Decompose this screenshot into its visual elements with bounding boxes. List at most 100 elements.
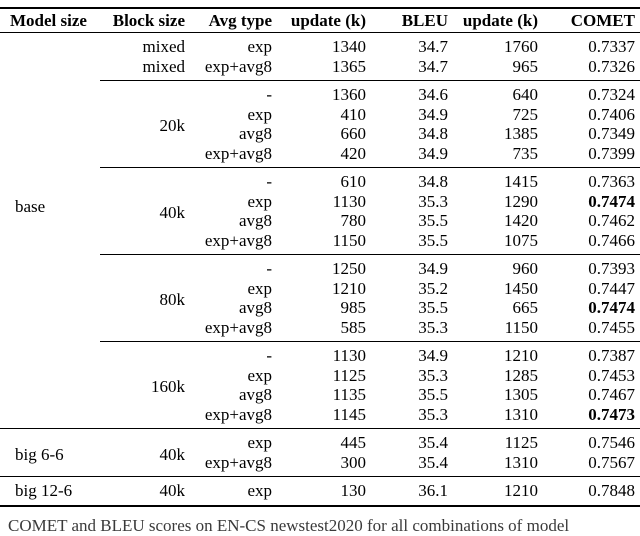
cell-update-comet: 1450 [504,278,538,298]
cell-avg: avg8 [238,298,272,317]
table-row: exp 410 34.9 725 0.7406 [0,105,640,125]
cell-avg: exp [247,278,272,298]
cell-bleu: 34.9 [372,254,452,279]
cell-model: big 12-6 [0,476,100,507]
cell-avg: exp [247,191,272,211]
cell-comet: 0.7387 [542,341,640,366]
cell-bleu: 35.3 [418,404,448,424]
cell-update-comet: 1420 [504,211,538,230]
cell-comet: 0.7349 [588,124,635,143]
cell-block: mixed [142,37,186,56]
cell-update-comet: 1385 [504,124,538,143]
cell-bleu: 35.3 [418,191,448,211]
table-row: mixed exp+avg8 1365 34.7 965 0.7326 [0,57,640,81]
cell-bleu: 34.6 [372,80,452,105]
cell-avg: - [195,167,280,192]
cell-update-bleu: 1135 [332,385,366,404]
table-row: avg8 660 34.8 1385 0.7349 [0,124,640,144]
cell-comet-best: 0.7474 [588,191,635,211]
cell-bleu: 34.7 [418,37,448,56]
cell-update-bleu: 1210 [332,278,366,298]
cell-update-bleu: 1360 [280,80,372,105]
cell-comet: 0.7399 [588,143,635,163]
cell-update-comet: 1310 [504,404,538,424]
cell-update-bleu: 585 [340,317,367,337]
table-row: 160k - 1130 34.9 1210 0.7387 [0,341,640,429]
cell-update-comet: 1290 [504,191,538,211]
table-row: avg8 780 35.5 1420 0.7462 [0,211,640,231]
cell-update-bleu: 985 [340,298,367,317]
cell-bleu: 36.1 [372,476,452,507]
cell-avg: exp [247,104,272,124]
cell-update-comet: 1310 [504,452,538,472]
cell-update-comet: 665 [512,298,539,317]
cell-update-bleu: 130 [280,476,372,507]
col-header-model-size: Model size [0,8,100,33]
cell-comet: 0.7337 [588,37,635,56]
cell-update-comet: 1125 [452,428,542,453]
cell-bleu: 35.4 [418,452,448,472]
cell-avg: exp [247,365,272,385]
cell-avg: - [195,254,280,279]
cell-update-bleu: 1365 [332,56,366,76]
header-row: Model size Block size Avg type update (k… [0,8,640,33]
cell-bleu: 35.5 [418,385,448,404]
cell-avg: - [195,341,280,366]
cell-update-comet: 1760 [504,37,538,56]
cell-comet: 0.7447 [588,278,635,298]
table-row: 40k - 610 34.8 1415 0.7363 [0,167,640,255]
cell-avg: exp+avg8 [204,230,272,250]
cell-update-bleu: 300 [340,452,367,472]
cell-update-comet: 640 [452,80,542,105]
table-row: exp+avg8 1150 35.5 1075 0.7466 [0,231,640,255]
cell-update-comet: 1305 [504,385,538,404]
cell-avg: exp+avg8 [204,404,272,424]
cell-comet: 0.7326 [588,56,635,76]
cell-avg: avg8 [238,124,272,143]
cell-update-comet: 725 [512,104,539,124]
table-row: avg8 985 35.5 665 0.7474 [0,298,640,318]
table-row: 20k - 1360 34.6 640 0.7324 [0,80,640,168]
cell-avg: exp+avg8 [204,452,272,472]
cell-comet: 0.7462 [588,211,635,230]
cell-bleu: 35.3 [418,365,448,385]
cell-comet: 0.7467 [588,385,635,404]
table-row: exp 1125 35.3 1285 0.7453 [0,366,640,386]
col-header-bleu: BLEU [372,8,452,33]
cell-bleu: 34.9 [418,104,448,124]
table-row: exp+avg8 300 35.4 1310 0.7567 [0,453,640,477]
cell-comet: 0.7363 [542,167,640,192]
cell-update-comet: 1285 [504,365,538,385]
cell-model: base [0,33,100,429]
cell-comet: 0.7406 [588,104,635,124]
results-table: Model size Block size Avg type update (k… [0,7,640,507]
cell-update-bleu: 1125 [332,365,366,385]
cell-bleu: 34.8 [418,124,448,143]
cell-update-comet: 1210 [452,341,542,366]
cell-update-bleu: 1130 [280,341,372,366]
table-row: exp+avg8 420 34.9 735 0.7399 [0,144,640,168]
cell-comet: 0.7567 [588,452,635,472]
cell-bleu: 35.3 [418,317,448,337]
col-header-comet: COMET [542,8,640,33]
cell-comet: 0.7546 [542,428,640,453]
cell-bleu: 35.5 [418,298,448,317]
cell-comet: 0.7453 [588,365,635,385]
table-row: exp+avg8 1145 35.3 1310 0.7473 [0,405,640,429]
cell-update-comet: 1210 [452,476,542,507]
cell-update-bleu: 410 [340,104,367,124]
cell-block: 160k [100,341,195,429]
cell-bleu: 34.8 [372,167,452,192]
cell-update-bleu: 1145 [332,404,366,424]
cell-update-comet: 1075 [504,230,538,250]
cell-comet: 0.7455 [588,317,635,337]
cell-bleu: 35.2 [418,278,448,298]
col-header-update-comet: update (k) [452,8,542,33]
cell-avg: - [195,80,280,105]
cell-comet: 0.7848 [542,476,640,507]
cell-update-bleu: 610 [280,167,372,192]
cell-avg: avg8 [238,211,272,230]
cell-comet-best: 0.7474 [588,298,635,317]
table-row: avg8 1135 35.5 1305 0.7467 [0,385,640,405]
cell-update-bleu: 1340 [332,37,366,56]
